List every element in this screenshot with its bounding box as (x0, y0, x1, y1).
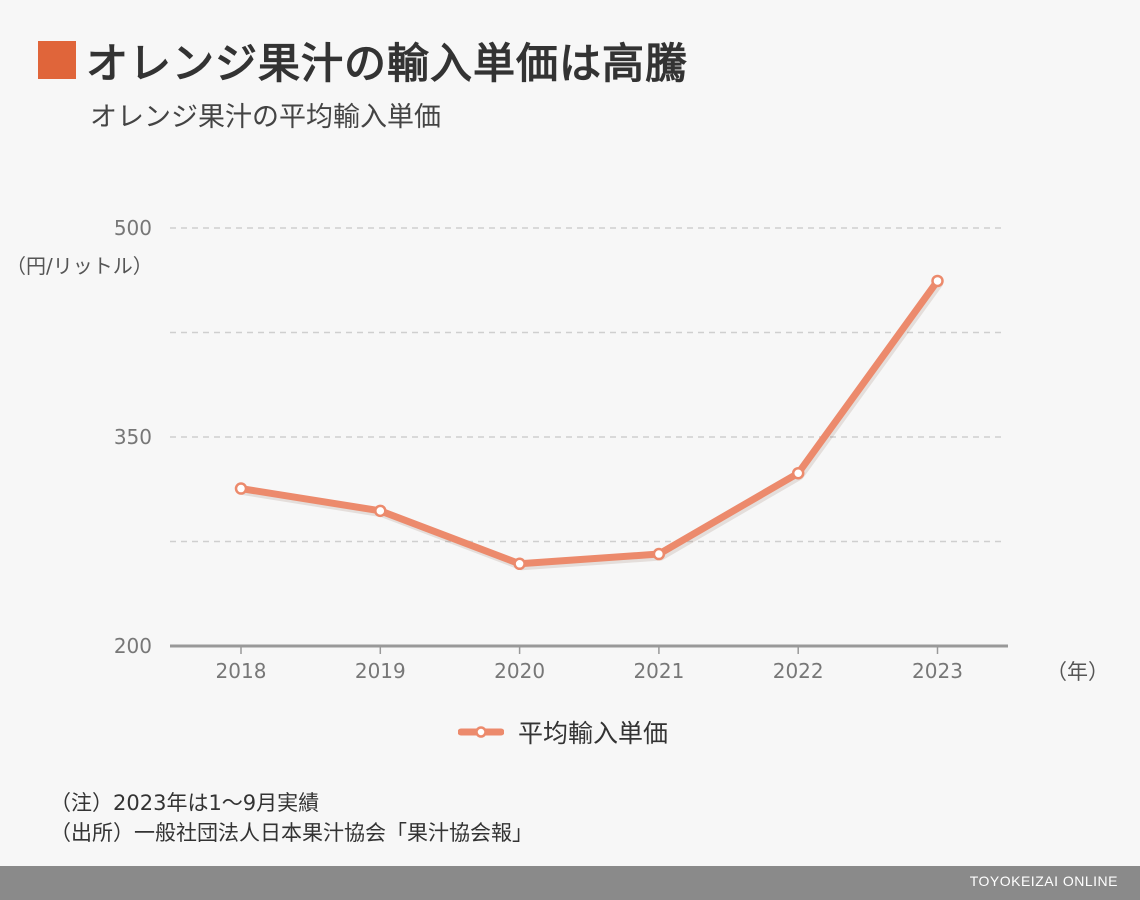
data-point (234, 482, 248, 495)
brand-label: TOYOKEIZAI ONLINE (969, 873, 1118, 889)
data-point (931, 274, 944, 288)
data-point (791, 466, 805, 480)
legend: 平均輸入単価 (458, 714, 668, 750)
x-tick-label: 2019 (355, 659, 406, 683)
y-tick-label: 350 (114, 425, 152, 449)
x-tick-label: 2021 (633, 659, 684, 683)
y-axis-ticks: 200 350 500 (114, 216, 152, 658)
legend-swatch-icon (458, 726, 504, 738)
line-chart: 200 350 500 2018 2019 2020 2021 2022 2023 (114, 216, 1008, 683)
grid-lines (170, 227, 1005, 543)
x-tick-label: 2022 (773, 659, 824, 683)
notes: （注）2023年は1〜9月実績 （出所）一般社団法人日本果汁協会「果汁協会報」 (50, 788, 533, 848)
series-lines (237, 277, 943, 571)
x-tick-label: 2018 (216, 659, 267, 683)
x-tick-label: 2023 (912, 659, 963, 683)
data-points (234, 274, 944, 571)
source-text: （出所）一般社団法人日本果汁協会「果汁協会報」 (50, 821, 533, 845)
y-tick-label: 200 (114, 634, 152, 658)
chart-subtitle: オレンジ果汁の平均輸入単価 (90, 102, 441, 133)
data-point (652, 547, 666, 561)
chart-title: オレンジ果汁の輸入単価は高騰 (86, 38, 689, 88)
title-square-icon (38, 41, 76, 79)
data-point (374, 504, 387, 518)
chart-header: オレンジ果汁の輸入単価は高騰 (38, 30, 688, 90)
y-tick-label: 500 (114, 216, 152, 240)
footer-bar: TOYOKEIZAI ONLINE (0, 866, 1140, 900)
note-text: （注）2023年は1〜9月実績 (50, 791, 320, 815)
x-axis-ticks: 2018 2019 2020 2021 2022 2023 (216, 646, 963, 683)
legend-label: 平均輸入単価 (518, 719, 669, 748)
y-axis-unit-label: （円/リットル） (6, 254, 153, 278)
x-tick-label: 2020 (494, 659, 545, 683)
x-axis-unit-label: （年） (1046, 660, 1109, 684)
series-line (237, 277, 941, 568)
data-point (513, 557, 526, 571)
